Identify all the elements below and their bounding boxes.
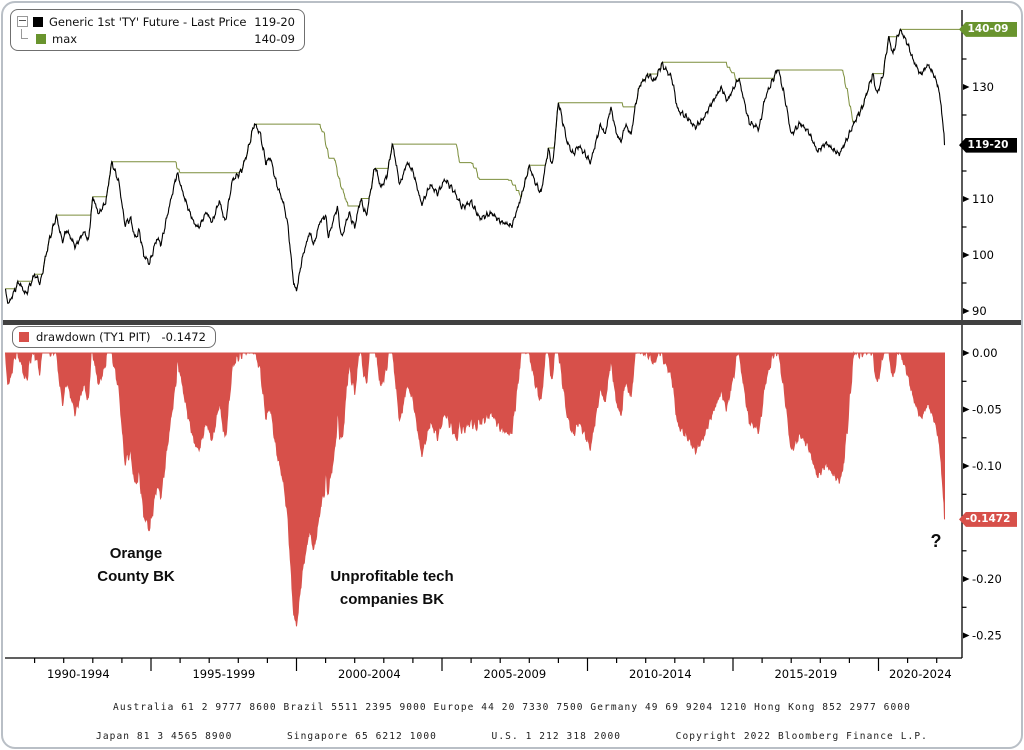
axis-value-badge: -0.1472 [959,511,1017,527]
bloomberg-footer: Australia 61 2 9777 8600 Brazil 5511 239… [0,684,1024,750]
price-series-label: Generic 1st 'TY' Future - Last Price [49,14,247,29]
axis-value-badge: 140-09 [959,21,1017,37]
drawdown-area-series[interactable] [4,351,945,627]
chart-annotation-line: ? [930,531,942,551]
price-axis-major-tick [963,84,970,90]
chart-annotation-line: companies BK [339,590,445,608]
x-axis-period-label: 2020-2024 [889,667,952,681]
drawdown-axis-tick-label: 0.00 [972,346,998,360]
price-axis-major-tick [963,196,970,202]
axis-value-badge: 119-20 [959,137,1017,153]
drawdown-axis-tick-label: -0.20 [972,572,1002,586]
drawdown-series-swatch [19,332,29,342]
chart-annotation-line: Orange [109,545,163,562]
max-series-label: max [52,31,78,46]
drawdown-axis-tick-label: -0.25 [972,629,1002,643]
price-series-swatch [33,16,43,27]
drawdown-axis-major-tick [963,576,970,582]
price-axis-major-tick [963,308,970,314]
drawdown-axis-major-tick [963,406,970,413]
legend-row-price: Generic 1st 'TY' Future - Last Price 119… [17,13,295,30]
max-series-value: 140-09 [254,31,295,46]
chart-annotation-line: County BK [97,567,175,585]
x-axis-period-label: 1995-1999 [192,667,255,681]
chart-annotation-line: Unprofitable tech [330,568,454,585]
price-axis-tick-label: 130 [972,80,994,94]
price-axis-major-tick [963,252,970,258]
max-series-swatch [36,33,46,44]
chart-annotation: ? [821,528,1024,555]
tree-expander-icon[interactable] [17,16,28,27]
footer-phones-line1: Australia 61 2 9777 8600 Brazil 5511 239… [113,702,911,713]
drawdown-axis-tick-label: -0.10 [972,459,1002,473]
footer-phones-line2: Japan 81 3 4565 8900 Singapore 65 6212 1… [96,730,928,742]
panel-separator [2,320,1022,325]
price-axis-tick-label: 110 [972,192,994,206]
x-axis-period-label: 1990-1994 [47,667,110,681]
tree-branch-icon [21,28,28,39]
chart-annotation: Unprofitable tech companies BK [277,566,507,611]
x-axis-period-label: 2010-2014 [629,667,692,681]
x-axis-period-label: 2015-2019 [774,667,837,681]
drawdown-series-value: -0.1472 [161,330,206,344]
legend-row-max: max 140-09 [17,28,295,47]
max-line-series[interactable] [5,28,961,290]
price-axis-tick-label: 100 [972,248,994,262]
price-line-series[interactable] [4,28,946,304]
x-axis-period-label: 2005-2009 [483,667,546,681]
drawdown-axis-tick-label: -0.05 [972,403,1002,417]
drawdown-axis-major-tick [963,463,970,469]
price-axis-tick-label: 90 [972,304,987,318]
drawdown-series-label: drawdown (TY1 PIT) [36,330,151,344]
drawdown-axis-major-tick [963,350,970,356]
x-axis-period-label: 2000-2004 [338,667,401,681]
chart-annotation: Orange County BK [21,543,251,588]
drawdown-axis-major-tick [963,632,970,639]
price-legend[interactable]: Generic 1st 'TY' Future - Last Price 119… [10,9,305,51]
drawdown-legend[interactable]: drawdown (TY1 PIT) -0.1472 [12,326,216,348]
price-series-value: 119-20 [254,14,295,29]
